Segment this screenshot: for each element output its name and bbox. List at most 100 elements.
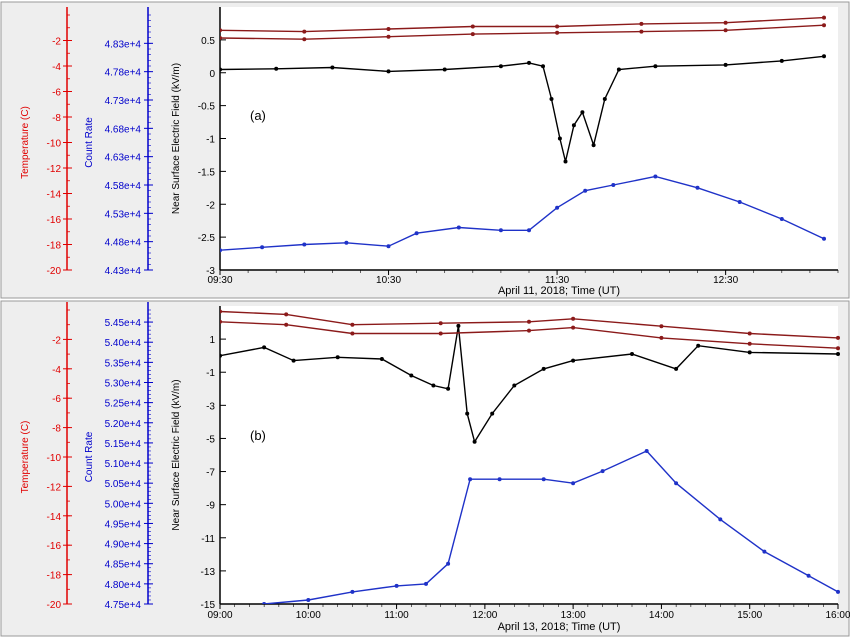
temperature-tick-label: -8 [52,424,61,435]
temperature-series-point [220,319,222,324]
efield-tick-label: -3 [206,401,215,412]
temperature-tick-label: -4 [52,365,61,376]
temperature-series-point [284,312,289,317]
temperature-tick-label: -14 [47,512,62,523]
temperature-series-point [527,319,531,324]
count-rate-tick-label: 4.85e+4 [105,560,142,571]
x-tick-label: 09:30 [207,275,232,286]
x-tick-label: 13:00 [561,610,586,621]
temperature-series-point [527,328,531,333]
temperature-series-point [220,28,222,33]
count-rate-series-point [822,236,826,241]
efield-series-point [220,353,222,358]
temperature-series-point [220,36,222,40]
count-rate-tick-label: 4.73e+4 [105,96,142,107]
temperature-series-point [302,29,307,34]
efield-series-point [456,323,461,328]
count-rate-tick-label: 5.05e+4 [105,479,142,490]
temperature-series-point [836,346,840,351]
count-rate-tick-label: 4.68e+4 [105,124,142,135]
temperature-series-point [659,335,664,340]
temperature-tick-label: -16 [47,541,62,552]
count-rate-tick-label: 4.95e+4 [105,519,142,530]
x-tick-label: 15:00 [737,610,762,621]
efield-tick-label: -15 [201,600,216,611]
count-rate-series-point [737,200,742,204]
count-rate-series-point [653,174,658,179]
count-rate-tick-label: 4.63e+4 [105,153,142,164]
count-rate-series-point [468,477,473,482]
temperature-tick-label: -20 [47,600,62,611]
count-rate-series-point [424,581,428,586]
count-rate-series-point [806,573,811,578]
temperature-series-point [747,341,752,346]
efield-tick-label: -2 [206,200,215,211]
count-rate-series-point [220,248,222,253]
temperature-series-point [555,30,560,35]
x-axis-label: April 13, 2018; Time (UT) [498,621,621,633]
temperature-series-line [220,16,825,33]
temperature-tick-label: -12 [47,482,62,493]
efield-series-point [274,66,279,71]
efield-series-point [262,345,267,350]
efield-series-point [557,136,562,141]
panel-label: (b) [250,428,266,443]
x-tick-label: 11:00 [384,610,409,621]
count-rate-series-point [779,217,784,221]
temperature-series-point [571,316,576,321]
efield-series-point [291,358,296,363]
count-rate-tick-label: 5.10e+4 [105,459,142,470]
count-rate-series-point [555,205,560,210]
count-rate-tick-label: 4.43e+4 [105,266,142,277]
efield-series-point [571,358,576,363]
count-rate-series-point [497,477,502,482]
count-rate-tick-label: 4.78e+4 [105,68,142,79]
temperature-tick-label: -10 [47,139,62,150]
count-rate-series-point [695,185,700,190]
efield-tick-label: -9 [206,501,215,512]
temperature-series-point [438,321,443,326]
count-rate-tick-label: 4.58e+4 [105,181,142,192]
count-rate-series-point [260,245,265,250]
efield-tick-label: -7 [206,468,215,479]
efield-series-point [330,65,335,70]
efield-series-point [822,54,826,59]
efield-tick-label: -3 [206,266,215,277]
efield-series-point [836,352,840,356]
count-rate-series-point [394,583,399,588]
count-rate-series-point [446,561,451,566]
count-rate-series-point [644,449,649,453]
x-tick-label: 12:30 [713,275,738,286]
count-rate-series-point [414,231,419,236]
efield-series-point [490,411,495,416]
count-rate-series-point [498,228,503,233]
temperature-series-point [747,331,752,336]
count-rate-series-point [527,228,531,233]
efield-series-point [779,58,784,63]
efield-series-point [653,64,658,69]
count-rate-series-point [583,188,588,193]
x-tick-label: 09:00 [207,610,232,621]
efield-series-point [723,62,728,67]
temperature-series-point [639,21,644,26]
temperature-tick-label: -10 [47,453,62,464]
efield-axis-label: Near Surface Electric Field (kV/m) [171,379,182,530]
x-tick-label: 12:00 [472,610,497,621]
x-axis-label: April 11, 2018; Time (UT) [498,285,620,297]
temperature-tick-label: -12 [47,164,62,175]
count-rate-series-point [306,598,311,602]
temperature-series-point [639,29,644,34]
efield-series-point [549,97,554,101]
x-tick-label: 11:30 [545,275,570,286]
efield-series-point [465,411,470,416]
efield-tick-label: -5 [206,434,215,445]
temperature-series-point [284,322,289,327]
temperature-axis-label: Temperature (C) [20,421,31,494]
efield-tick-label: -1 [206,135,215,146]
count-rate-tick-label: 5.00e+4 [105,499,142,510]
count-rate-series-point [302,242,307,247]
temperature-tick-label: -6 [52,88,61,99]
